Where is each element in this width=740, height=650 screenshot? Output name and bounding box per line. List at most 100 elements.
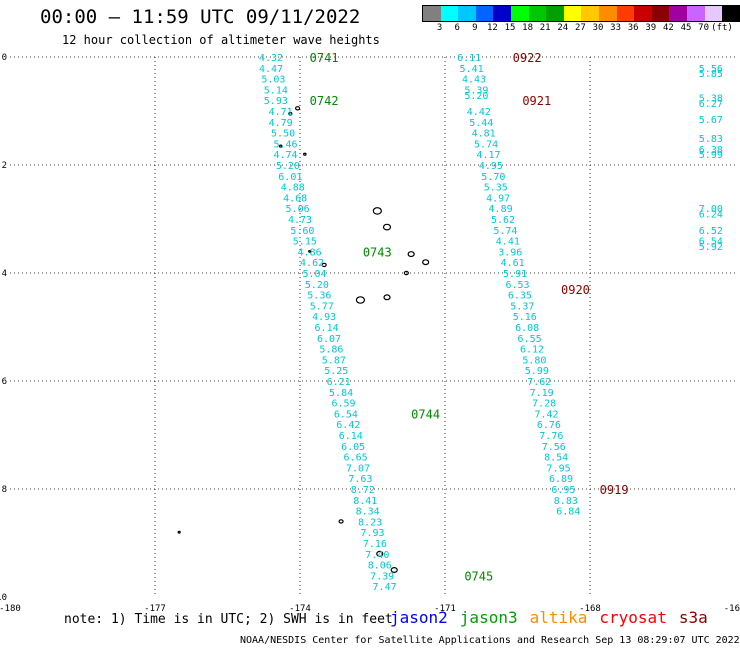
- color-scale-tick: 70: [698, 23, 710, 33]
- wave-height-value: 4.81: [472, 129, 496, 140]
- color-scale-tick: 12: [486, 23, 498, 33]
- wave-height-value: 7.93: [360, 528, 384, 539]
- wave-height-value: 4.32: [259, 53, 283, 64]
- satellite-legend-altika: altika: [529, 608, 588, 627]
- wave-height-value: 4.61: [501, 258, 525, 269]
- y-axis-tick-label: -10: [0, 593, 7, 603]
- y-axis-tick-label: -6: [0, 377, 7, 387]
- color-scale-tick: 24: [557, 23, 569, 33]
- x-axis-tick-label: -16: [724, 604, 740, 614]
- wave-height-value: 6.95: [551, 485, 575, 496]
- island-outline: [278, 144, 283, 148]
- wave-height-value: 7.95: [547, 463, 571, 474]
- wave-height-value: 7.07: [346, 463, 370, 474]
- island-outline: [403, 270, 409, 276]
- jason3-track: 4.324.475.035.145.934.714.795.505.464.74…: [259, 53, 397, 593]
- page-title: 00:00 – 11:59 UTC 09/11/2022: [40, 6, 361, 28]
- wave-height-value: 6.38: [699, 145, 723, 156]
- wave-height-value: 5.91: [503, 269, 527, 280]
- footer-note: note: 1) Time is in UTC; 2) SWH is in fe…: [64, 612, 393, 627]
- wave-height-value: 6.52: [699, 226, 723, 237]
- axis-labels: 0 -2 -4 -6 -8 -10-180 -177 -174 -171 -168 -16: [0, 53, 740, 614]
- wave-height-value: 5.20: [276, 161, 300, 172]
- wave-height-value: 6.07: [317, 334, 341, 345]
- color-scale-tick: 3: [436, 23, 443, 33]
- pass-time-labels: 0741 0742 0743 0744 0745 0922 0921 0920 0919: [310, 51, 629, 583]
- wave-height-value: 6.01: [278, 172, 302, 183]
- color-swatch: [458, 6, 476, 21]
- color-swatch: [704, 6, 723, 21]
- color-scale-unit: (ft): [711, 23, 733, 33]
- wave-height-value: 4.71: [269, 107, 293, 118]
- wave-height-value: 5.99: [699, 150, 723, 161]
- wave-height-value: 6.42: [336, 420, 360, 431]
- wave-height-value: 5.92: [699, 242, 723, 253]
- wave-height-value: 6.76: [537, 420, 561, 431]
- y-axis-tick-label: -4: [0, 269, 7, 279]
- wave-height-value: 5.15: [293, 237, 317, 248]
- footer-credit: NOAA/NESDIS Center for Satellite Applica…: [240, 635, 740, 646]
- pass-time-label: 0744: [411, 407, 440, 421]
- x-axis-tick-label: -180: [0, 604, 21, 614]
- island-outline: [308, 249, 312, 253]
- wave-height-value: 5.77: [310, 301, 334, 312]
- island-outline: [288, 111, 293, 116]
- island-outline: [407, 251, 415, 258]
- wave-height-value: 5.84: [329, 388, 353, 399]
- island-outline: [382, 223, 392, 231]
- wave-height-value: 6.59: [331, 399, 355, 410]
- map-grid: [10, 56, 735, 597]
- wave-height-value: 4.17: [476, 150, 500, 161]
- island-outline: [177, 530, 181, 534]
- color-swatch: [616, 6, 635, 21]
- wave-height-value: 8.34: [356, 507, 380, 518]
- wave-height-value: 4.43: [462, 75, 486, 86]
- island-outline: [372, 207, 382, 215]
- wave-height-value: 4.73: [288, 215, 312, 226]
- color-scale-tick: 21: [539, 23, 551, 33]
- satellite-legend-s3a: s3a: [678, 608, 708, 627]
- wave-height-value: 5.80: [522, 355, 546, 366]
- pass-time-label: 0922: [513, 51, 542, 65]
- wave-height-value: 5.93: [264, 96, 288, 107]
- cryosat-track: 6.115.414.435.395.204.425.444.815.744.17…: [457, 53, 580, 518]
- wave-height-value: 6.65: [344, 453, 368, 464]
- color-swatch: [686, 6, 705, 21]
- wave-height-value: 4.93: [312, 312, 336, 323]
- color-swatch: [546, 6, 564, 21]
- color-swatch: [510, 6, 529, 21]
- wave-height-value: 5.38: [699, 94, 723, 105]
- wave-height-value: 5.70: [481, 172, 505, 183]
- wave-height-value: 6.35: [508, 291, 532, 302]
- wave-height-value: 5.87: [322, 355, 346, 366]
- y-axis-tick-label: -2: [0, 161, 7, 171]
- wave-height-value: 5.39: [464, 85, 488, 96]
- wave-height-value: 8.83: [554, 496, 578, 507]
- page-subtitle: 12 hour collection of altimeter wave hei…: [62, 33, 380, 47]
- pass-time-label: 0742: [310, 94, 339, 108]
- satellite-legend: jason2 jason3 altika cryosat s3a: [390, 608, 720, 627]
- wave-height-value: 7.47: [373, 582, 397, 593]
- color-swatch: [493, 6, 511, 21]
- color-scale-tick: 6: [454, 23, 460, 33]
- island-outline: [294, 106, 301, 111]
- color-scale-tick: 45: [680, 23, 692, 33]
- wave-height-value: 5.83: [699, 134, 723, 145]
- pass-time-label: 0919: [600, 483, 629, 497]
- wave-height-value: 6.12: [520, 345, 544, 356]
- color-swatch: [423, 6, 441, 21]
- wave-height-value: 7.19: [530, 388, 554, 399]
- x-axis-tick-label: -174: [289, 604, 311, 614]
- wave-height-value: 6.54: [334, 409, 358, 420]
- x-axis-tick-label: -171: [434, 604, 456, 614]
- wave-height-value: 5.46: [273, 139, 297, 150]
- wave-height-value: 6.27: [699, 99, 723, 110]
- wave-height-value: 8.72: [351, 485, 375, 496]
- wave-height-value: 7.42: [534, 409, 558, 420]
- wave-height-value: 4.62: [300, 258, 324, 269]
- x-axis-tick-label: -168: [579, 604, 601, 614]
- wave-height-value: 8.41: [353, 496, 377, 507]
- wave-height-value: 6.11: [457, 53, 481, 64]
- color-swatch: [440, 6, 459, 21]
